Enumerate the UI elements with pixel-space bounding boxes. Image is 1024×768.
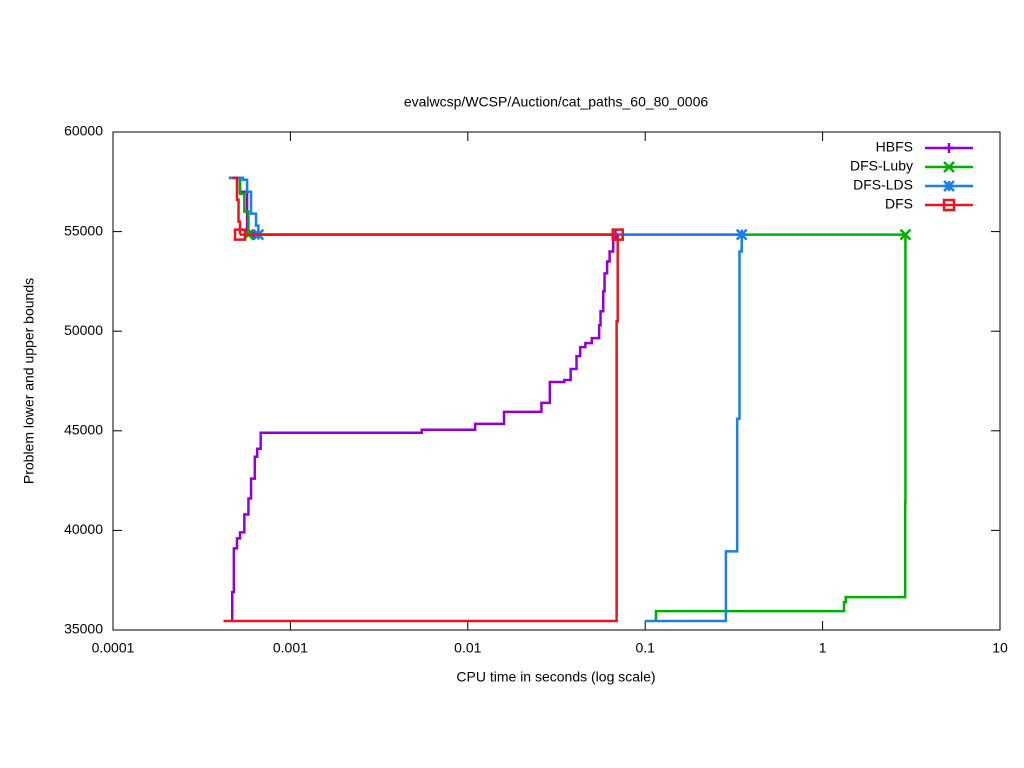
- marker: [899, 228, 912, 241]
- chart-title: evalwcsp/WCSP/Auction/cat_paths_60_80_00…: [404, 94, 709, 110]
- step-line: [654, 234, 907, 621]
- y-tick-label: 40000: [64, 521, 103, 537]
- step-line: [645, 234, 743, 623]
- y-axis-label: Problem lower and upper bounds: [21, 278, 37, 484]
- x-tick-label: 10: [992, 640, 1008, 656]
- legend-marker: [944, 143, 954, 153]
- step-line: [232, 176, 242, 235]
- x-tick-label: 0.0001: [92, 640, 135, 656]
- x-tick-label: 1: [819, 640, 827, 656]
- y-tick-label: 35000: [64, 621, 103, 637]
- step-line: [223, 234, 619, 623]
- step-line: [230, 234, 617, 623]
- legend-label: DFS-Luby: [850, 158, 913, 174]
- marker: [735, 228, 748, 241]
- legend-label: DFS: [885, 196, 913, 212]
- x-axis-label: CPU time in seconds (log scale): [456, 669, 655, 685]
- marker: [611, 228, 624, 241]
- legend-marker: [943, 161, 955, 173]
- plot-frame: [112, 131, 1001, 631]
- y-tick-label: 60000: [64, 123, 103, 139]
- step-line: [228, 176, 260, 235]
- x-tick-label: 0.01: [454, 640, 481, 656]
- x-tick-label: 0.001: [273, 640, 308, 656]
- x-tick-label: 0.1: [635, 640, 655, 656]
- legend-label: DFS-LDS: [853, 177, 913, 193]
- y-tick-label: 45000: [64, 422, 103, 438]
- marker: [233, 228, 247, 241]
- legend-label: HBFS: [876, 139, 913, 155]
- legend-marker: [942, 198, 956, 212]
- y-tick-label: 50000: [64, 322, 103, 338]
- legend-marker: [943, 180, 955, 192]
- y-tick-label: 55000: [64, 222, 103, 238]
